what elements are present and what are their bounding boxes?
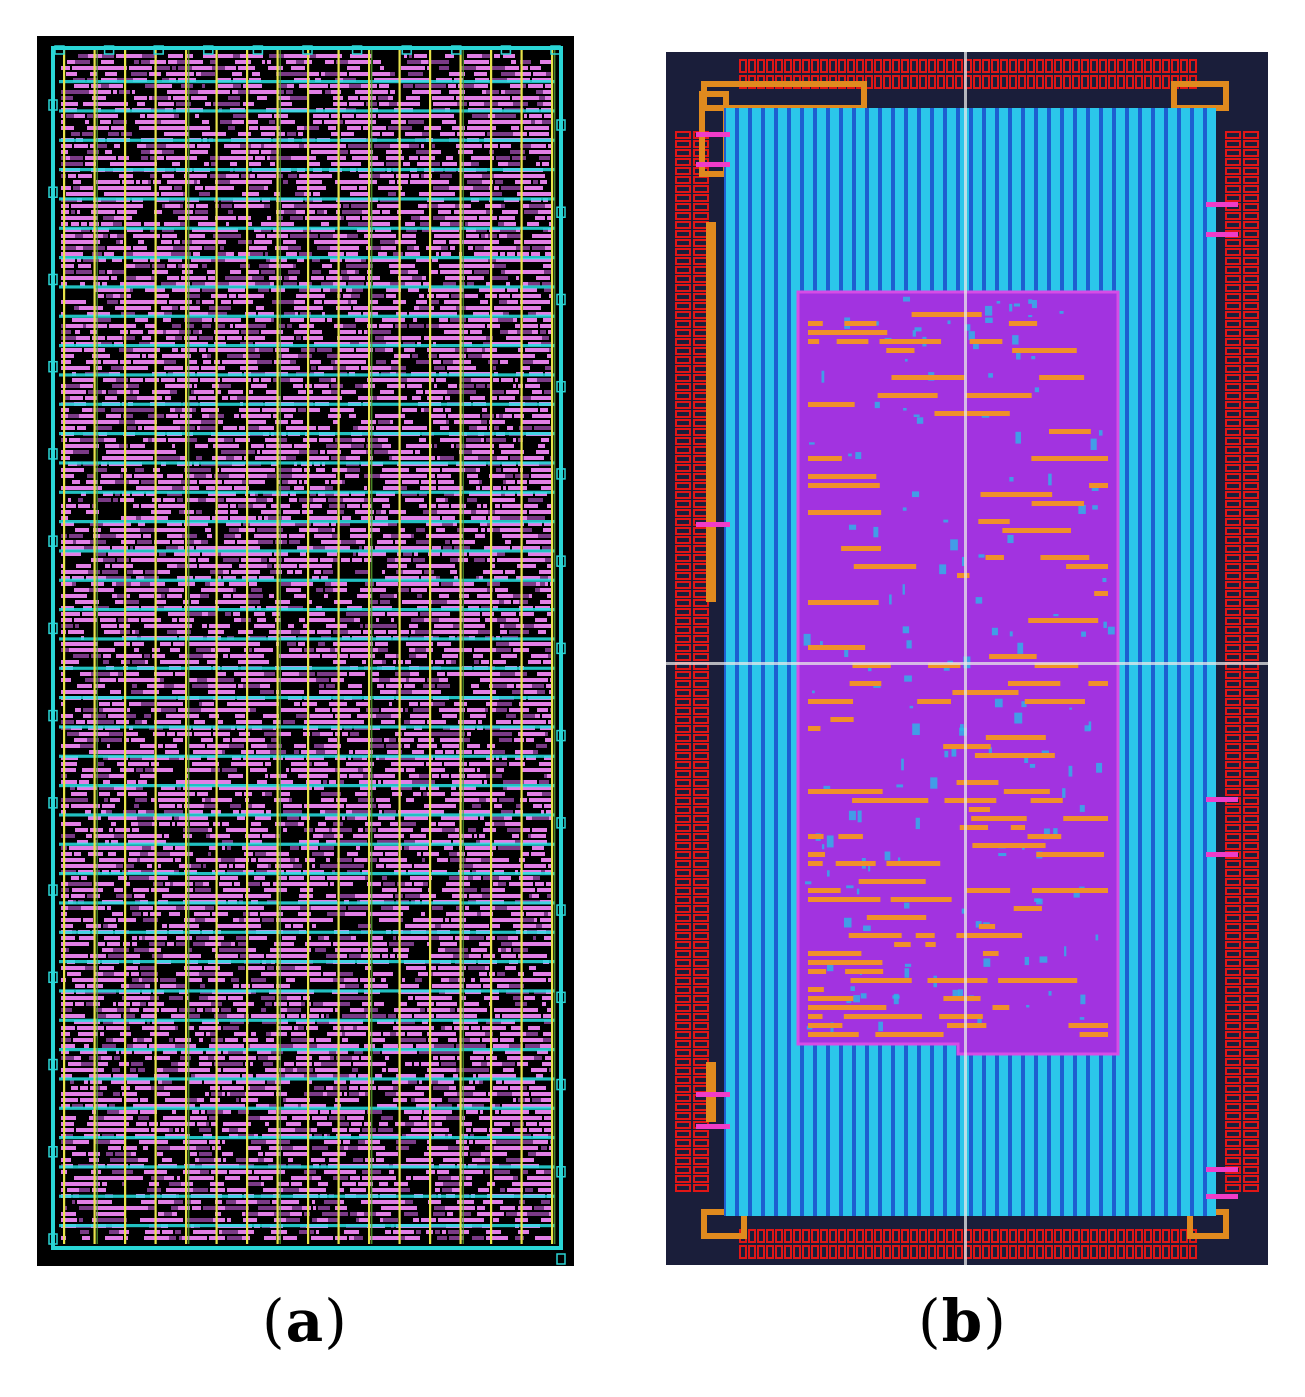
crosshair (666, 52, 1268, 1265)
layout-panel-a (37, 36, 574, 1266)
caption-b-letter: b (941, 1287, 984, 1355)
chip-layout-view-b (666, 52, 1268, 1265)
caption-b-open: ( (918, 1287, 942, 1355)
caption-a-open: ( (262, 1287, 286, 1355)
placement-view-a (37, 36, 574, 1266)
layout-panel-b (666, 52, 1268, 1265)
caption-b: (b) (918, 1292, 1007, 1350)
caption-b-close: ) (983, 1287, 1007, 1355)
core-logic-block (796, 290, 1120, 1056)
power-straps (63, 50, 556, 1244)
core-boundary (51, 46, 563, 1250)
core-highlights (808, 312, 1108, 1037)
pin-markers (48, 45, 566, 1265)
caption-a-letter: a (285, 1287, 325, 1355)
caption-a: (a) (262, 1292, 348, 1350)
caption-a-close: ) (324, 1287, 348, 1355)
pin-markers (696, 132, 1238, 1199)
